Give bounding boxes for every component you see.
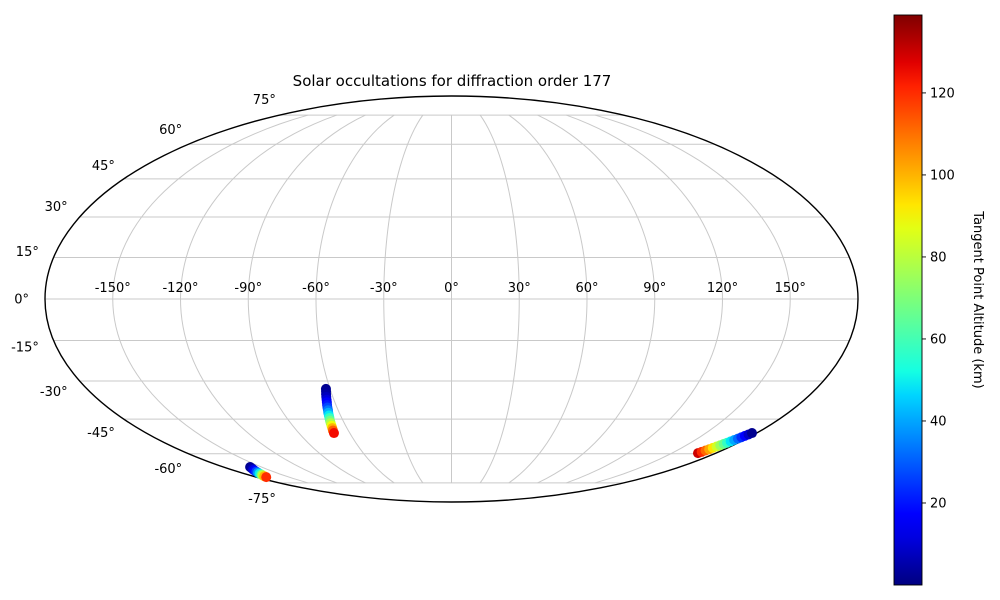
meridian-gridline — [179, 114, 337, 484]
longitude-label: -120° — [162, 281, 198, 296]
latitude-label: 60° — [159, 123, 182, 138]
colorbar-tick-label: 60 — [930, 333, 947, 348]
longitude-label: 150° — [775, 281, 806, 296]
plot-title: Solar occultations for diffraction order… — [293, 72, 612, 90]
meridian-gridline — [479, 114, 520, 484]
meridian-gridline — [383, 114, 424, 484]
colorbar-gradient-bar — [893, 14, 923, 586]
colorbar-tick-label: 80 — [930, 250, 947, 265]
meridian-gridline — [566, 114, 724, 484]
meridian-gridline — [112, 114, 309, 484]
latitude-label: 30° — [45, 200, 68, 215]
latitude-label: -45° — [87, 426, 115, 441]
colorbar-tick-label: 20 — [930, 497, 947, 512]
meridian-gridline — [537, 114, 656, 484]
meridian-gridline — [247, 114, 366, 484]
map-boundary — [44, 95, 859, 503]
meridian-gridline — [594, 114, 791, 484]
colorbar-tick-label: 120 — [930, 86, 955, 101]
longitude-label: -30° — [370, 281, 398, 296]
graticule-grid — [45, 114, 858, 484]
longitude-label: 0° — [444, 281, 459, 296]
meridian-gridline — [508, 114, 588, 484]
longitude-label: 90° — [643, 281, 666, 296]
colorbar: 20 40 60 80 100 120 Tangent Point Altitude (k… — [893, 14, 985, 586]
latitude-label: 45° — [92, 159, 115, 174]
occultation-point — [261, 472, 272, 483]
colorbar-ticks: 20 40 60 80 100 120 — [922, 86, 955, 512]
longitude-label: 30° — [508, 281, 531, 296]
colorbar-tick-label: 40 — [930, 415, 947, 430]
latitude-label: 75° — [253, 93, 276, 108]
latitude-label: -30° — [40, 385, 68, 400]
meridian-gridline — [315, 114, 395, 484]
latitude-label: -75° — [248, 492, 276, 507]
longitude-label: -150° — [95, 281, 131, 296]
colorbar-axis-label: Tangent Point Altitude (km) — [970, 210, 985, 388]
latitude-label: -60° — [154, 462, 182, 477]
colorbar-tick-label: 100 — [930, 168, 955, 183]
latitude-label: -15° — [11, 340, 39, 355]
occultation-point — [746, 428, 757, 439]
longitude-label: 60° — [575, 281, 598, 296]
latitude-tick-labels: -75° -60° -45° -30° -15° 0° 15° 30° 45° 60° 75° — [11, 93, 276, 507]
occultation-point — [328, 428, 339, 439]
longitude-label: -60° — [302, 281, 330, 296]
latitude-label: 15° — [16, 245, 39, 260]
longitude-label: -90° — [234, 281, 262, 296]
occultation-track-1 — [320, 383, 339, 439]
occultation-track-2 — [245, 462, 272, 483]
latitude-label: 0° — [14, 293, 29, 308]
occultation-tracks — [245, 383, 757, 483]
longitude-tick-labels: -150° -120° -90° -60° -30° 0° 30° 60° 90° 120° 150… — [95, 281, 806, 296]
occultation-track-3 — [692, 428, 757, 459]
longitude-label: 120° — [707, 281, 738, 296]
